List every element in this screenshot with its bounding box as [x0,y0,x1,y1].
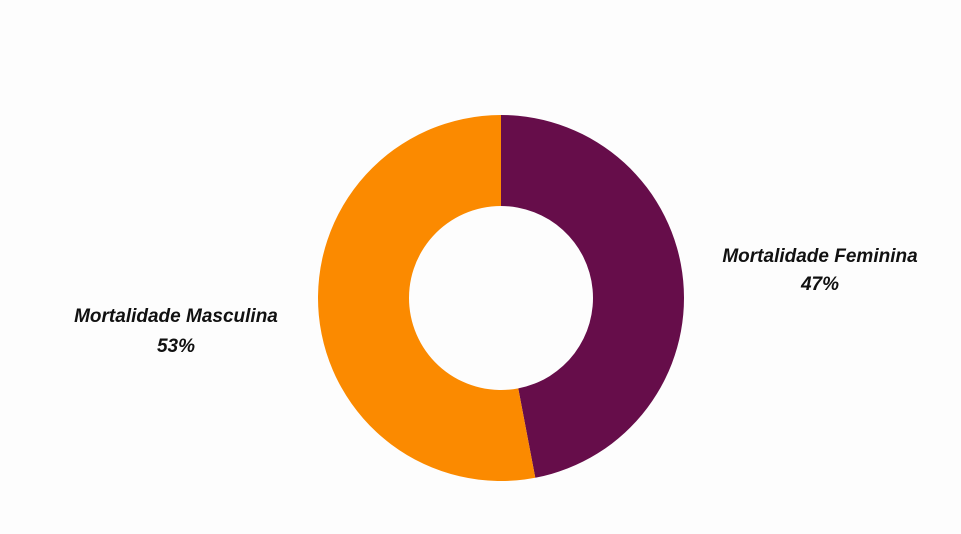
label-feminina: Mortalidade Feminina 47% [722,246,918,295]
label-masculina: Mortalidade Masculina 53% [74,306,278,357]
slices-group [317,115,684,481]
label-feminina-value: 47% [800,274,839,295]
label-masculina-value: 53% [157,336,195,357]
label-masculina-name: Mortalidade Masculina [74,306,278,327]
slice-mortalidade-masculina [317,115,536,481]
slice-mortalidade-feminina [501,115,684,478]
label-feminina-name: Mortalidade Feminina [722,246,918,267]
